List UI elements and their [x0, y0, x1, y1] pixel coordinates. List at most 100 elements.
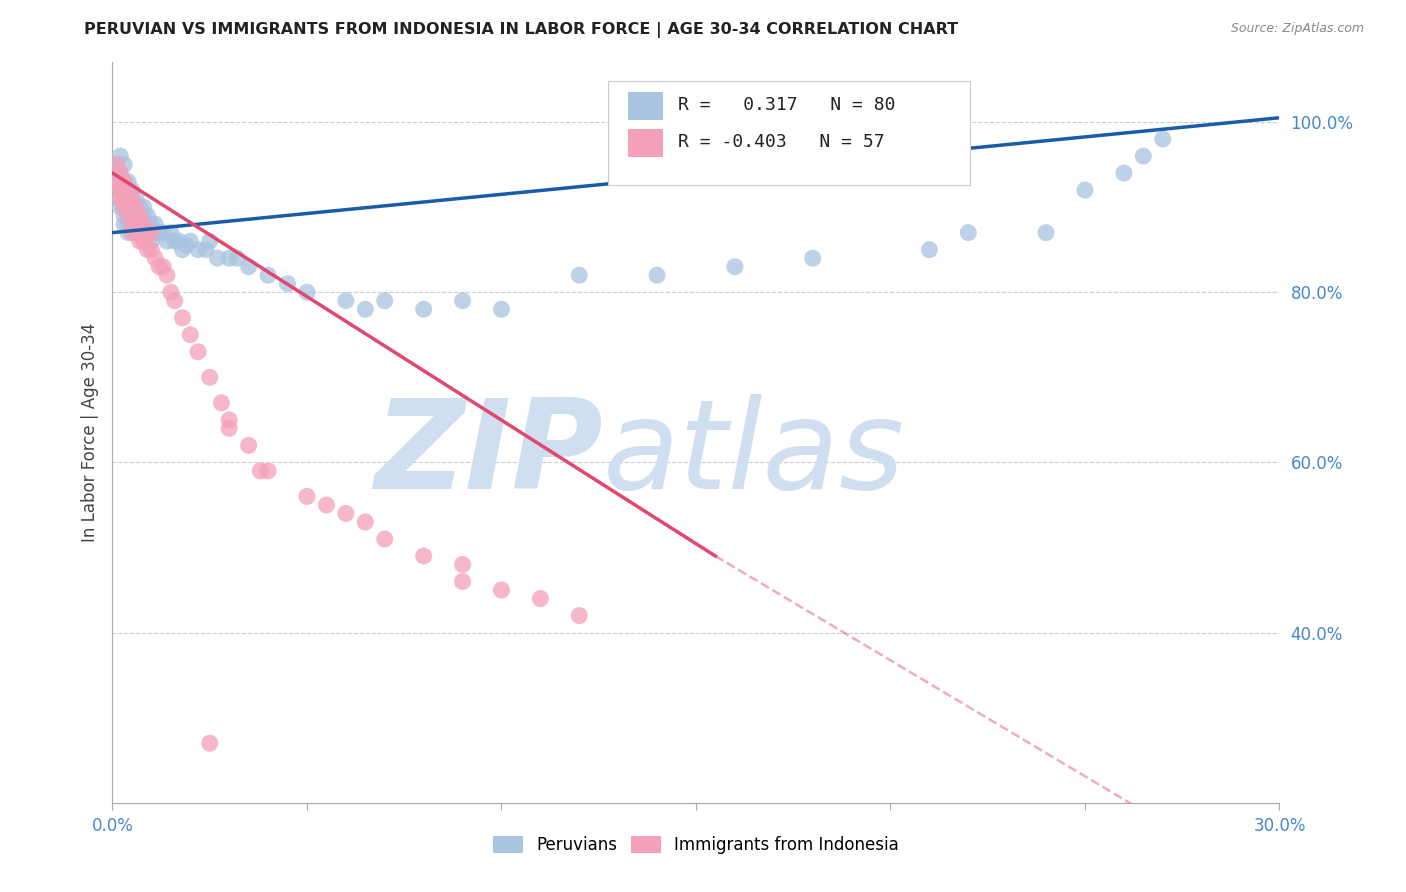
Point [276, 277, 298, 291]
Y-axis label: In Labor Force | Age 30-34: In Labor Force | Age 30-34 [80, 323, 98, 542]
Point [105, 157, 128, 171]
Point [110, 183, 132, 197]
Point [295, 285, 318, 300]
Point [315, 498, 337, 512]
Point [141, 226, 163, 240]
Point [128, 209, 150, 223]
Point [257, 464, 280, 478]
Point [132, 200, 155, 214]
Point [238, 438, 260, 452]
Point [117, 192, 139, 206]
Point [451, 574, 474, 589]
Point [194, 243, 217, 257]
Point [112, 200, 135, 214]
Point [172, 310, 194, 325]
Point [117, 175, 139, 189]
Point [112, 175, 135, 189]
FancyBboxPatch shape [628, 129, 664, 157]
Point [141, 217, 163, 231]
Point [257, 268, 280, 283]
Point [143, 226, 166, 240]
Point [112, 183, 135, 197]
Point [136, 209, 159, 223]
Point [112, 157, 135, 171]
Point [160, 285, 183, 300]
Point [1112, 166, 1135, 180]
Point [957, 226, 980, 240]
Point [568, 268, 591, 283]
Point [117, 183, 139, 197]
Point [167, 234, 190, 248]
Point [117, 209, 139, 223]
Point [1132, 149, 1154, 163]
Point [121, 217, 143, 231]
Point [152, 260, 174, 274]
Point [110, 166, 132, 180]
Point [529, 591, 551, 606]
Point [110, 166, 132, 180]
Point [354, 302, 377, 317]
Point [117, 209, 139, 223]
Point [121, 217, 143, 231]
Point [112, 183, 135, 197]
Point [117, 183, 139, 197]
Point [374, 532, 396, 546]
Point [121, 192, 143, 206]
Point [335, 293, 357, 308]
Point [125, 200, 148, 214]
Point [218, 421, 240, 435]
Point [112, 192, 135, 206]
Point [136, 243, 159, 257]
Point [249, 464, 271, 478]
Point [132, 209, 155, 223]
Point [163, 293, 186, 308]
Point [112, 200, 135, 214]
Point [117, 200, 139, 214]
Point [136, 217, 159, 231]
Point [121, 200, 143, 214]
Point [801, 251, 824, 265]
Point [412, 302, 434, 317]
Point [110, 183, 132, 197]
Text: R =   0.317   N = 80: R = 0.317 N = 80 [679, 96, 896, 114]
Point [226, 251, 249, 265]
Point [105, 175, 128, 189]
Point [412, 549, 434, 563]
Point [568, 608, 591, 623]
Point [128, 234, 150, 248]
Point [1074, 183, 1097, 197]
Point [117, 217, 139, 231]
Point [451, 558, 474, 572]
Point [148, 226, 170, 240]
Point [163, 234, 186, 248]
Point [110, 200, 132, 214]
Point [117, 226, 139, 240]
Point [117, 192, 139, 206]
FancyBboxPatch shape [609, 81, 970, 185]
Point [121, 192, 143, 206]
Point [156, 234, 179, 248]
Point [125, 209, 148, 223]
Point [152, 226, 174, 240]
Point [724, 260, 747, 274]
Point [179, 234, 201, 248]
Point [143, 251, 166, 265]
Point [121, 183, 143, 197]
Point [110, 149, 132, 163]
Point [121, 226, 143, 240]
Point [209, 396, 232, 410]
FancyBboxPatch shape [628, 92, 664, 120]
Point [645, 268, 668, 283]
Point [172, 243, 194, 257]
Point [374, 293, 396, 308]
Point [179, 327, 201, 342]
Point [105, 175, 128, 189]
Point [354, 515, 377, 529]
Point [491, 582, 513, 597]
Point [218, 251, 240, 265]
Point [136, 226, 159, 240]
Point [918, 243, 941, 257]
Point [141, 226, 163, 240]
Point [132, 234, 155, 248]
Point [207, 251, 229, 265]
